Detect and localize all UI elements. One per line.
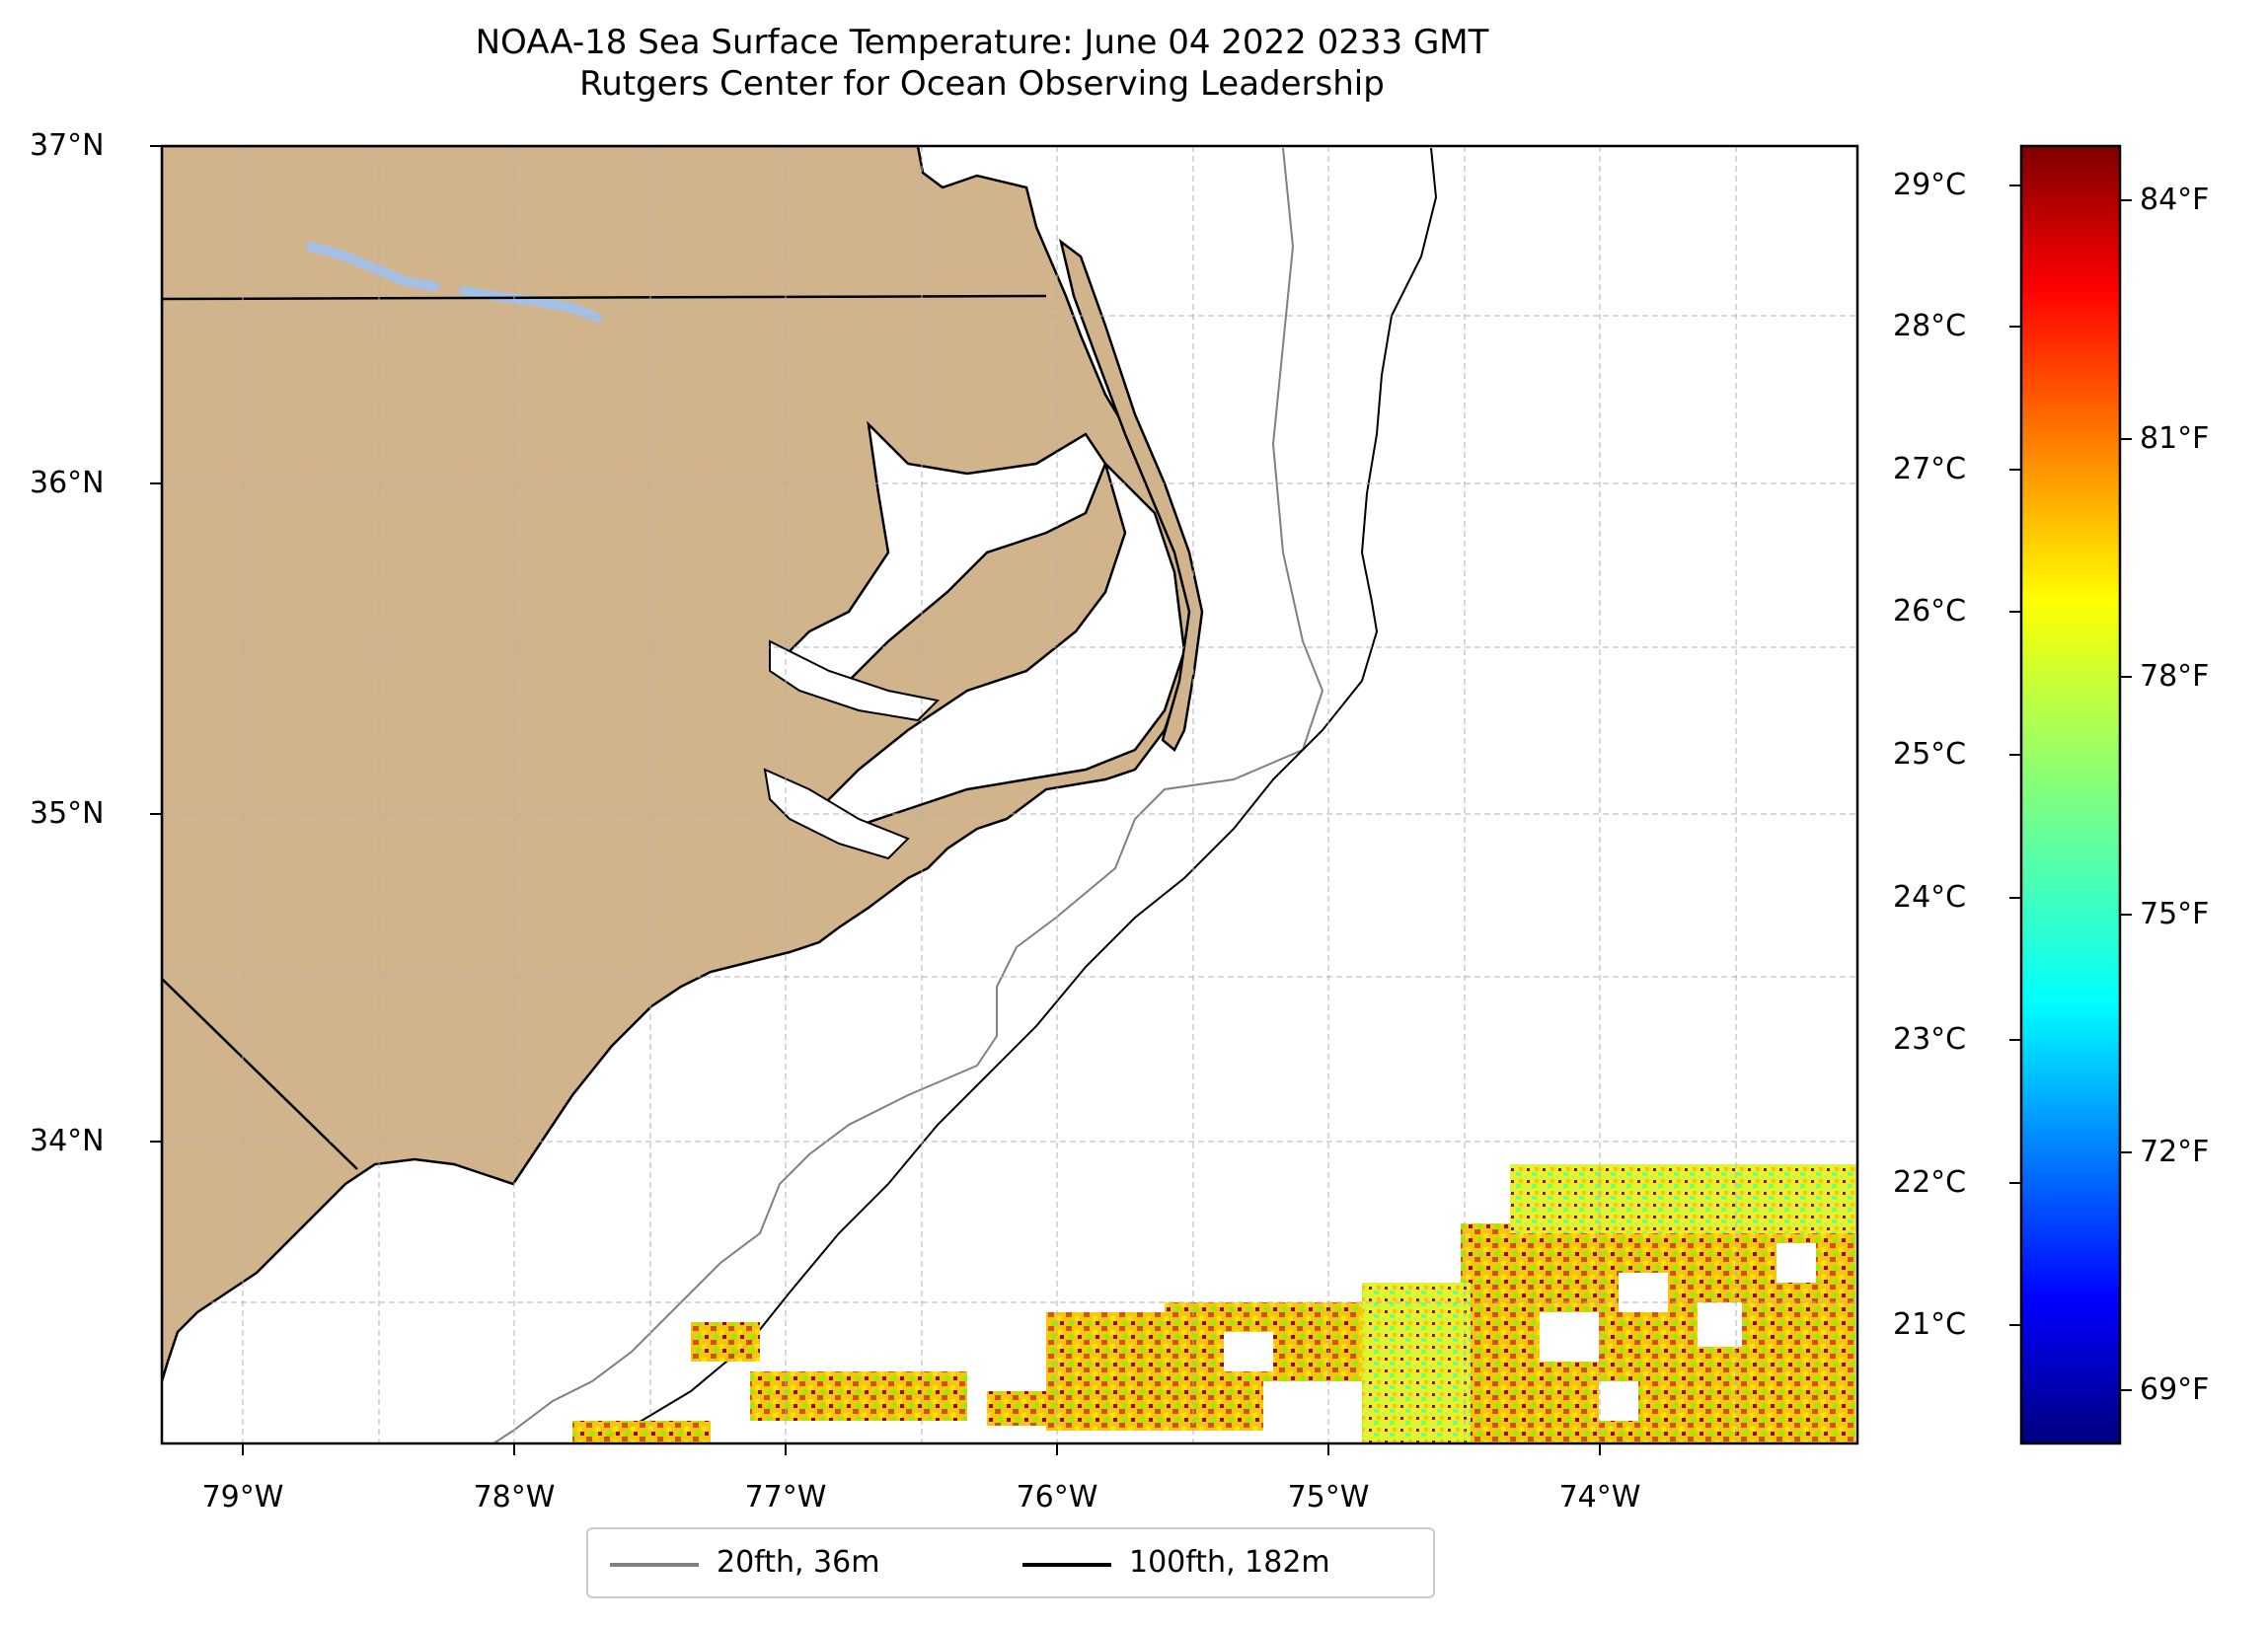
lon-label: 76°W (1016, 1480, 1098, 1515)
colorbar-celsius-label: 22°C (1893, 1165, 1967, 1200)
kerr-lake (306, 242, 602, 323)
land-mass (162, 146, 1196, 1382)
map-frame (160, 144, 1859, 1445)
colorbar-celsius-label: 29°C (1893, 168, 1967, 202)
colorbar-celsius-label: 28°C (1893, 309, 1967, 343)
legend-label-100fth: 100fth, 182m (1129, 1545, 1330, 1580)
colorbar-fahrenheit-label: 78°F (2140, 659, 2210, 694)
lon-label: 79°W (201, 1480, 284, 1515)
va-nc-border (162, 294, 1047, 301)
gridlines (162, 146, 1857, 1443)
lat-label: 36°N (30, 466, 105, 500)
lon-label: 75°W (1287, 1480, 1370, 1515)
colorbar-celsius-label: 24°C (1893, 880, 1967, 915)
outer-banks (1058, 238, 1204, 752)
map-title: NOAA-18 Sea Surface Temperature: June 04… (475, 23, 1489, 104)
lon-label: 77°W (744, 1480, 827, 1515)
albemarle-sound (778, 420, 1107, 693)
isobath-100fth (591, 147, 1438, 1443)
lon-label: 78°W (473, 1480, 556, 1515)
lon-label: 74°W (1558, 1480, 1641, 1515)
colorbar-fahrenheit-label: 72°F (2140, 1135, 2210, 1169)
colorbar-celsius-label: 21°C (1893, 1307, 1967, 1342)
colorbar-celsius-label: 26°C (1893, 594, 1967, 628)
colorbar-celsius-label: 27°C (1893, 452, 1967, 486)
colorbar-celsius-label: 25°C (1893, 737, 1967, 772)
nc-sc-border (162, 978, 358, 1170)
colorbar-fahrenheit-label: 81°F (2140, 421, 2210, 456)
legend-line-100fth (1022, 1563, 1111, 1567)
lat-label: 34°N (30, 1124, 105, 1158)
lat-label: 35°N (30, 796, 105, 831)
colorbar-celsius-label: 23°C (1893, 1022, 1967, 1057)
sst-data (572, 1164, 1857, 1443)
isobath-20fth (492, 147, 1324, 1443)
legend-line-20fth (610, 1563, 699, 1567)
pamlico-river (769, 639, 941, 722)
lat-label: 37°N (30, 128, 105, 163)
isobath-legend: 20fth, 36m 100fth, 182m (586, 1527, 1435, 1598)
colorbar-fahrenheit-label: 69°F (2140, 1372, 2210, 1407)
colorbar (2019, 144, 2122, 1445)
legend-label-20fth: 20fth, 36m (717, 1545, 880, 1580)
colorbar-fahrenheit-label: 75°F (2140, 897, 2210, 931)
colorbar-fahrenheit-label: 84°F (2140, 183, 2210, 217)
